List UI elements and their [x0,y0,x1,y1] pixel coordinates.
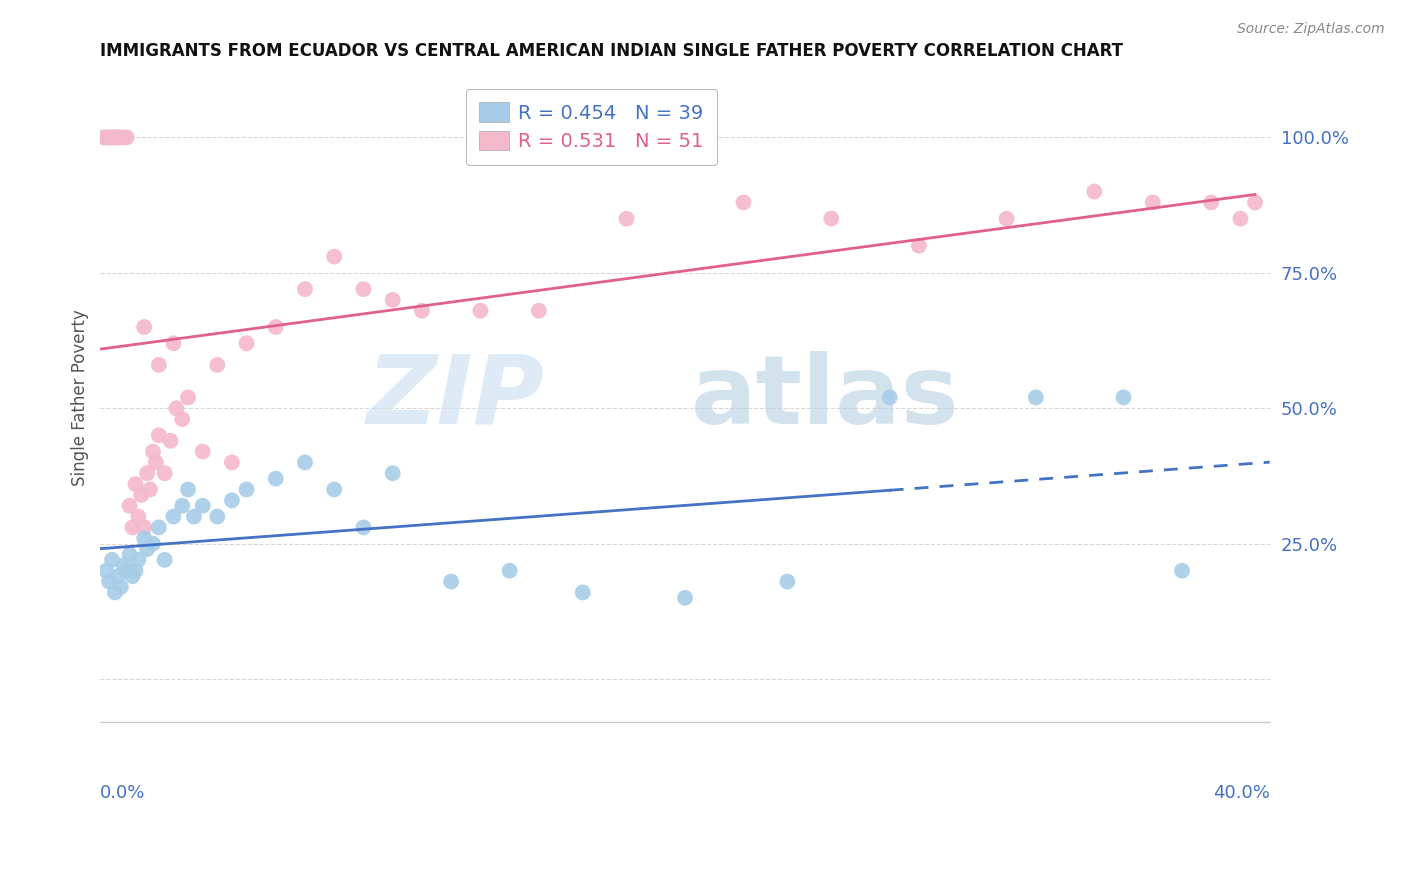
Point [207,358,229,372]
Point [235,483,257,497]
Point [96,564,118,578]
Point [381,293,404,307]
Point [112,558,135,573]
Point [381,467,404,481]
Point [107,569,129,583]
Point [121,520,143,534]
Y-axis label: Single Father Poverty: Single Father Poverty [72,309,89,486]
Point [112,130,135,145]
Point [162,336,184,351]
Point [264,320,287,334]
Point [470,303,492,318]
Point [162,509,184,524]
Text: 40.0%: 40.0% [1213,784,1270,802]
Point [353,282,375,296]
Point [148,358,170,372]
Point [323,250,346,264]
Text: ZIP: ZIP [367,351,544,444]
Point [995,211,1018,226]
Point [139,483,162,497]
Point [96,130,118,145]
Point [127,553,149,567]
Point [172,499,194,513]
Point [159,434,181,448]
Point [110,580,132,594]
Point [323,483,346,497]
Point [115,130,138,145]
Text: IMMIGRANTS FROM ECUADOR VS CENTRAL AMERICAN INDIAN SINGLE FATHER POVERTY CORRELA: IMMIGRANTS FROM ECUADOR VS CENTRAL AMERI… [100,42,1123,60]
Point [148,428,170,442]
Point [107,130,129,145]
Point [142,536,165,550]
Point [129,488,152,502]
Point [104,585,127,599]
Point [1171,564,1194,578]
Point [616,211,638,226]
Point [191,444,214,458]
Point [527,303,550,318]
Point [110,130,132,145]
Point [124,564,146,578]
Point [142,444,165,458]
Point [908,239,931,253]
Point [1025,391,1047,405]
Point [172,412,194,426]
Point [879,391,901,405]
Point [353,520,375,534]
Point [1112,391,1135,405]
Point [221,493,243,508]
Point [98,574,121,589]
Point [294,455,316,469]
Point [221,455,243,469]
Point [104,130,127,145]
Point [124,477,146,491]
Point [127,509,149,524]
Point [411,303,433,318]
Point [264,472,287,486]
Point [115,564,138,578]
Point [145,455,167,469]
Point [134,531,156,545]
Point [294,282,316,296]
Point [1199,195,1222,210]
Point [1244,195,1267,210]
Point [98,130,121,145]
Point [121,569,143,583]
Text: Source: ZipAtlas.com: Source: ZipAtlas.com [1237,22,1385,37]
Point [148,520,170,534]
Point [177,483,200,497]
Point [118,548,141,562]
Point [101,553,124,567]
Point [153,553,176,567]
Text: 0.0%: 0.0% [100,784,146,802]
Point [571,585,593,599]
Point [207,509,229,524]
Point [498,564,520,578]
Point [183,509,205,524]
Point [101,130,124,145]
Legend: R = 0.454   N = 39, R = 0.531   N = 51: R = 0.454 N = 39, R = 0.531 N = 51 [465,88,717,165]
Point [1229,211,1251,226]
Point [776,574,799,589]
Point [136,542,159,557]
Point [673,591,696,605]
Point [153,467,176,481]
Text: atlas: atlas [690,351,960,444]
Point [118,499,141,513]
Point [104,130,127,145]
Point [136,467,159,481]
Point [733,195,755,210]
Point [1142,195,1164,210]
Point [235,336,257,351]
Point [820,211,842,226]
Point [165,401,187,416]
Point [440,574,463,589]
Point [191,499,214,513]
Point [134,520,156,534]
Point [177,391,200,405]
Point [1083,185,1105,199]
Point [91,130,114,145]
Point [134,320,156,334]
